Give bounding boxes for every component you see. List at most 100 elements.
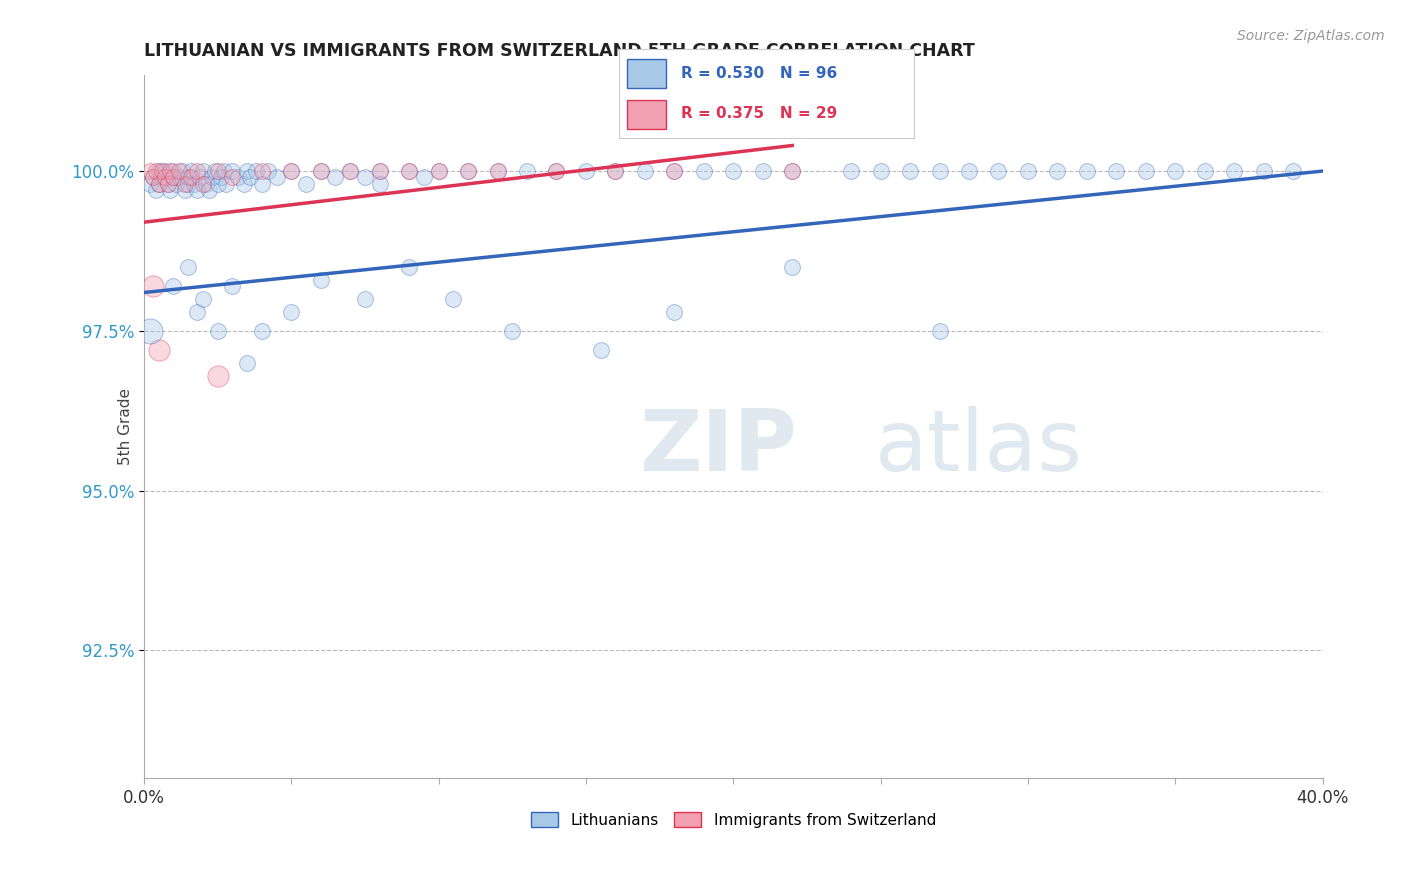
Point (368, 177, 391, 191)
Point (172, 164, 194, 178)
Point (226, 170, 249, 185)
Point (354, 170, 377, 185)
Point (634, 164, 657, 178)
Point (156, 177, 179, 191)
Point (142, 170, 165, 185)
Point (664, 304, 686, 318)
Point (177, 170, 200, 185)
Point (145, 164, 167, 178)
Text: Source: ZipAtlas.com: Source: ZipAtlas.com (1237, 29, 1385, 43)
Point (427, 164, 450, 178)
Y-axis label: 5th Grade: 5th Grade (118, 388, 132, 466)
Point (177, 177, 200, 191)
Point (191, 164, 214, 178)
Point (256, 164, 278, 178)
Point (148, 177, 170, 191)
Point (250, 164, 273, 178)
Point (1076, 164, 1098, 178)
Point (398, 164, 420, 178)
Point (1194, 164, 1216, 178)
Point (1164, 164, 1187, 178)
Point (236, 356, 259, 370)
Point (928, 324, 950, 338)
Point (150, 170, 173, 185)
Point (162, 279, 184, 293)
Point (212, 164, 235, 178)
Point (368, 164, 391, 178)
Point (148, 164, 170, 178)
Point (398, 164, 420, 178)
Point (427, 164, 450, 178)
Point (486, 164, 509, 178)
Point (839, 164, 862, 178)
Point (1253, 164, 1275, 178)
Point (957, 164, 980, 178)
Point (209, 170, 232, 185)
Point (180, 170, 202, 185)
Point (354, 292, 377, 306)
Point (191, 177, 214, 191)
Point (309, 273, 332, 287)
Point (139, 177, 162, 191)
Point (309, 164, 332, 178)
Point (780, 164, 803, 178)
Point (186, 183, 208, 197)
Point (457, 164, 479, 178)
Point (153, 164, 176, 178)
Point (148, 177, 170, 191)
FancyBboxPatch shape (627, 59, 666, 88)
Point (250, 177, 273, 191)
Point (221, 164, 243, 178)
Point (215, 177, 238, 191)
Point (207, 368, 229, 383)
Point (221, 170, 243, 185)
Point (207, 164, 229, 178)
Point (145, 183, 167, 197)
Text: ZIP: ZIP (638, 406, 797, 490)
Point (412, 170, 434, 185)
Point (1135, 164, 1157, 178)
Point (162, 164, 184, 178)
Point (159, 183, 181, 197)
Point (723, 164, 745, 178)
Point (295, 177, 318, 191)
Text: R = 0.375   N = 29: R = 0.375 N = 29 (681, 106, 837, 121)
Point (398, 260, 420, 274)
Point (169, 170, 191, 185)
Point (501, 324, 523, 338)
Point (752, 164, 775, 178)
Point (1105, 164, 1128, 178)
Point (139, 164, 162, 178)
Point (142, 170, 165, 185)
Point (280, 304, 302, 318)
Point (266, 170, 288, 185)
Text: LITHUANIAN VS IMMIGRANTS FROM SWITZERLAND 5TH GRADE CORRELATION CHART: LITHUANIAN VS IMMIGRANTS FROM SWITZERLAN… (143, 42, 974, 60)
Point (174, 183, 197, 197)
Point (188, 170, 211, 185)
Point (245, 164, 267, 178)
Point (250, 324, 273, 338)
Point (139, 324, 162, 338)
Point (162, 170, 184, 185)
Point (165, 177, 187, 191)
Point (516, 164, 538, 178)
Text: atlas: atlas (875, 406, 1083, 490)
Point (204, 164, 226, 178)
Legend: Lithuanians, Immigrants from Switzerland: Lithuanians, Immigrants from Switzerland (524, 805, 942, 834)
Point (1017, 164, 1039, 178)
Point (148, 343, 170, 357)
FancyBboxPatch shape (627, 100, 666, 129)
Point (150, 164, 173, 178)
Point (186, 164, 208, 178)
Point (780, 260, 803, 274)
Text: R = 0.530   N = 96: R = 0.530 N = 96 (681, 66, 837, 81)
Point (457, 164, 479, 178)
Point (575, 164, 598, 178)
Point (280, 164, 302, 178)
Point (194, 177, 217, 191)
Point (177, 260, 200, 274)
Point (191, 292, 214, 306)
Point (605, 164, 627, 178)
Point (546, 164, 568, 178)
Point (174, 177, 197, 191)
